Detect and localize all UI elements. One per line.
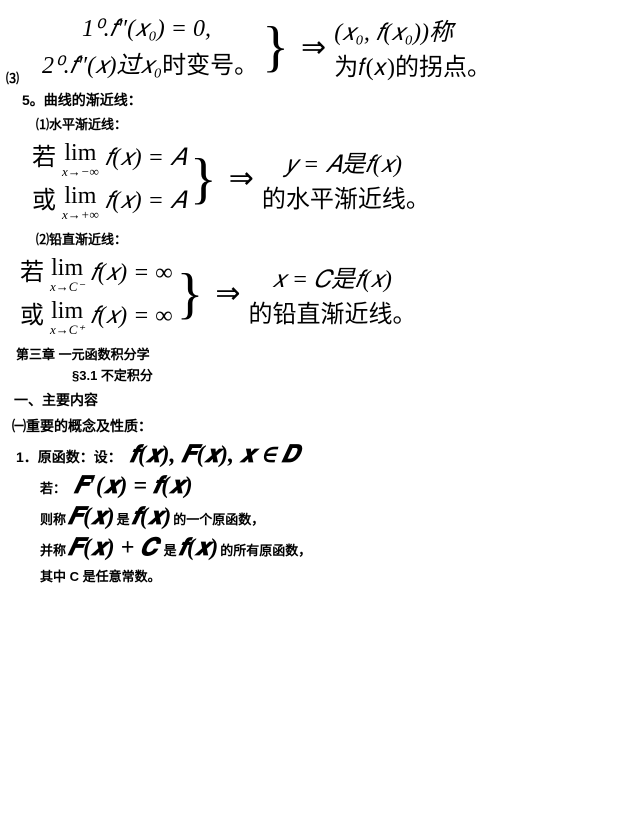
va-left: 若 lim x→C⁻ 𝑓(𝑥) = ∞ 或 lim x→C⁺ 𝑓(𝑥) = ∞	[20, 252, 172, 336]
chapter-title: 第三章 一元函数积分学	[16, 344, 626, 363]
p2-label: 若：	[40, 478, 66, 497]
brace-1: }	[262, 19, 289, 75]
ha-l2-pre: 或	[32, 188, 62, 214]
p3-m2: 𝒇(𝒙)	[132, 504, 172, 531]
heading-2: ㈠重要的概念及性质：	[12, 416, 626, 436]
label-3: ⑶	[6, 68, 19, 87]
cond2c: 时变号。	[162, 53, 258, 79]
p5: 其中 C 是任意常数。	[40, 566, 161, 585]
p3-pre: 则称	[40, 509, 66, 528]
va-l2-pre: 或	[20, 303, 50, 329]
lim-4: lim x→C⁺	[50, 299, 84, 336]
ha-r2: 的水平渐近线。	[262, 187, 430, 213]
va-r2: 的铅直渐近线。	[248, 302, 416, 328]
p4-mid: 是	[164, 540, 177, 559]
ha-l2-post: 𝑓(𝑥) = 𝐴	[105, 188, 186, 214]
p3-mid: 是	[117, 509, 130, 528]
primitive-row-3: 则称 𝑭(𝒙) 是 𝒇(𝒙) 的一个原函数，	[40, 504, 626, 531]
p4-end: 的所有原函数，	[220, 540, 311, 559]
p4-pre: 并称	[40, 540, 66, 559]
cond2b: 𝑥₀	[140, 53, 162, 79]
section-5: 5。曲线的渐近线：	[22, 90, 626, 110]
va-l1-pre: 若	[20, 260, 50, 286]
p3-end: 的一个原函数，	[173, 509, 264, 528]
cond1: 1⁰.𝑓″(𝑥₀) = 0,	[82, 16, 211, 42]
inflection-right: (𝑥₀, 𝑓(𝑥₀))称 为𝑓(𝑥)的拐点。	[334, 12, 491, 82]
va-l2-post: 𝑓(𝑥) = ∞	[90, 303, 172, 329]
ha-r1: 𝑦 = 𝐴是𝑓(𝑥)	[286, 152, 402, 178]
lim-1: lim x→−∞	[62, 141, 99, 178]
p4-m1: 𝑭(𝒙) + 𝑪	[68, 535, 158, 562]
res1: (𝑥₀, 𝑓(𝑥₀))称	[334, 20, 453, 46]
primitive-row-4: 并称 𝑭(𝒙) + 𝑪 是 𝒇(𝒙) 的所有原函数，	[40, 535, 626, 562]
arrow-3: ⇒	[215, 276, 240, 311]
horizontal-asymptote-block: 若 lim x→−∞ 𝑓(𝑥) = 𝐴 或 lim x→+∞ 𝑓(𝑥) = 𝐴 …	[32, 137, 626, 221]
lim-2: lim x→+∞	[62, 184, 99, 221]
ha-right: 𝑦 = 𝐴是𝑓(𝑥) 的水平渐近线。	[262, 144, 430, 214]
section-5-2: ⑵铅直渐近线：	[36, 229, 626, 248]
arrow-1: ⇒	[301, 30, 326, 65]
p2-math: 𝑭′(𝒙) = 𝒇(𝒙)	[74, 473, 193, 500]
cond2a: 2⁰.𝑓″(𝑥)过	[42, 53, 140, 79]
primitive-row-2: 若： 𝑭′(𝒙) = 𝒇(𝒙)	[40, 473, 626, 500]
va-right: 𝑥 = 𝐶是𝑓(𝑥) 的铅直渐近线。	[248, 259, 416, 329]
arrow-2: ⇒	[229, 161, 254, 196]
p4-m2: 𝒇(𝒙)	[179, 535, 219, 562]
brace-3: }	[176, 266, 203, 322]
va-r1: 𝑥 = 𝐶是𝑓(𝑥)	[272, 267, 391, 293]
p1-math: 𝒇(𝒙), 𝑭(𝒙), 𝒙 ∈ 𝑫	[130, 442, 299, 469]
lim-3: lim x→C⁻	[50, 256, 84, 293]
heading-1: 一、主要内容	[14, 390, 626, 410]
primitive-row-1: 1．原函数：设： 𝒇(𝒙), 𝑭(𝒙), 𝒙 ∈ 𝑫	[16, 442, 626, 469]
brace-2: }	[190, 151, 217, 207]
ha-l1-pre: 若	[32, 145, 62, 171]
ha-left: 若 lim x→−∞ 𝑓(𝑥) = 𝐴 或 lim x→+∞ 𝑓(𝑥) = 𝐴	[32, 137, 186, 221]
res2: 为𝑓(𝑥)的拐点。	[334, 55, 491, 81]
section-5-1: ⑴水平渐近线：	[36, 114, 626, 133]
vertical-asymptote-block: 若 lim x→C⁻ 𝑓(𝑥) = ∞ 或 lim x→C⁺ 𝑓(𝑥) = ∞ …	[20, 252, 626, 336]
p1-label: 1．原函数：设：	[16, 447, 122, 467]
va-l1-post: 𝑓(𝑥) = ∞	[90, 260, 172, 286]
chapter-section: §3.1 不定积分	[72, 365, 626, 384]
primitive-row-5: 其中 C 是任意常数。	[40, 566, 626, 585]
p3-m1: 𝑭(𝒙)	[68, 504, 115, 531]
ha-l1-post: 𝑓(𝑥) = 𝐴	[105, 145, 186, 171]
inflection-left: 1⁰.𝑓″(𝑥₀) = 0, 2⁰.𝑓″(𝑥)过𝑥₀时变号。	[42, 14, 258, 80]
inflection-condition-block: 1⁰.𝑓″(𝑥₀) = 0, 2⁰.𝑓″(𝑥)过𝑥₀时变号。 } ⇒ (𝑥₀, …	[42, 12, 626, 82]
